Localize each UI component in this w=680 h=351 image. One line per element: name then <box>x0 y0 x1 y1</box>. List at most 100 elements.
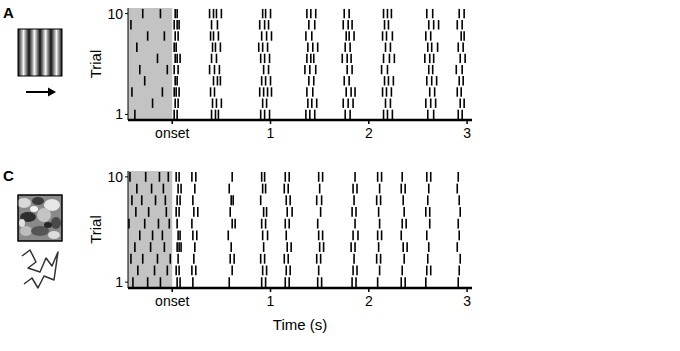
spike <box>157 254 159 264</box>
spike <box>267 87 269 96</box>
spike <box>341 54 343 63</box>
spike <box>388 76 390 85</box>
spike <box>262 230 264 240</box>
spike <box>234 219 236 229</box>
spike <box>230 242 232 252</box>
spike <box>216 54 218 63</box>
spike <box>317 219 319 229</box>
spike <box>283 254 285 264</box>
spike <box>229 207 231 217</box>
spike <box>174 31 176 40</box>
spike <box>259 20 261 29</box>
spike <box>228 277 230 287</box>
spike <box>196 230 198 240</box>
spike <box>137 266 139 276</box>
spike <box>261 219 263 229</box>
spike <box>176 9 178 18</box>
spike <box>131 195 133 205</box>
spike <box>343 9 345 18</box>
spike <box>271 87 273 96</box>
spike <box>193 207 195 217</box>
spike <box>270 76 272 85</box>
spike <box>145 172 147 182</box>
spike <box>430 172 432 182</box>
spike <box>174 54 176 63</box>
spike <box>391 87 393 96</box>
spike <box>426 266 428 276</box>
spike <box>192 195 194 205</box>
spike <box>384 76 386 85</box>
spike <box>379 266 381 276</box>
spike <box>378 207 380 217</box>
spike <box>344 42 346 51</box>
spike <box>285 230 287 240</box>
spike <box>167 65 169 74</box>
spike <box>262 42 264 51</box>
spike <box>391 9 393 18</box>
spike <box>319 184 321 194</box>
spike <box>232 195 234 205</box>
spike <box>262 184 264 194</box>
spike <box>264 254 266 264</box>
spike <box>458 76 460 85</box>
spike <box>461 20 463 29</box>
spike <box>393 76 395 85</box>
figure: Aonset123110TrialConset123110TrialTime (… <box>0 0 680 351</box>
spike <box>160 277 162 287</box>
spike <box>263 65 265 74</box>
spike <box>261 31 263 40</box>
spike <box>381 230 383 240</box>
spike <box>168 219 170 229</box>
y-axis <box>128 8 129 120</box>
spike <box>313 76 315 85</box>
spike <box>175 266 177 276</box>
y-tick-label: 10 <box>107 169 123 185</box>
spike <box>147 31 149 40</box>
spike <box>263 87 265 96</box>
spike <box>192 277 194 287</box>
spike <box>288 172 290 182</box>
spike <box>307 98 309 107</box>
spike <box>151 184 153 194</box>
spike <box>220 76 222 85</box>
spike <box>265 9 267 18</box>
spike <box>283 184 285 194</box>
spike <box>284 277 286 287</box>
spike <box>286 207 288 217</box>
spike <box>386 87 388 96</box>
spike <box>435 98 437 107</box>
spike <box>458 9 460 18</box>
spike <box>354 87 356 96</box>
spike <box>354 242 356 252</box>
spike <box>213 31 215 40</box>
spike <box>436 76 438 85</box>
x-tick-label: 2 <box>365 293 373 309</box>
spike <box>233 254 235 264</box>
movie-texture-blob <box>48 231 60 239</box>
spike <box>425 98 427 107</box>
spike <box>193 254 195 264</box>
spike <box>214 87 216 96</box>
spike <box>159 172 161 182</box>
spike <box>260 254 262 264</box>
spike <box>271 31 273 40</box>
spike <box>179 54 181 63</box>
spike <box>357 230 359 240</box>
spike <box>430 266 432 276</box>
spike <box>129 172 131 182</box>
spike <box>169 254 171 264</box>
spike <box>457 277 459 287</box>
spike <box>351 207 353 217</box>
spike <box>321 277 323 287</box>
x-tick-label: 3 <box>463 125 471 141</box>
spike <box>379 184 381 194</box>
spike <box>402 195 404 205</box>
spike <box>355 277 357 287</box>
spike <box>174 9 176 18</box>
spike <box>167 266 169 276</box>
spike <box>265 76 267 85</box>
spike <box>289 266 291 276</box>
spike <box>191 266 193 276</box>
spike <box>261 277 263 287</box>
spike <box>164 242 166 252</box>
